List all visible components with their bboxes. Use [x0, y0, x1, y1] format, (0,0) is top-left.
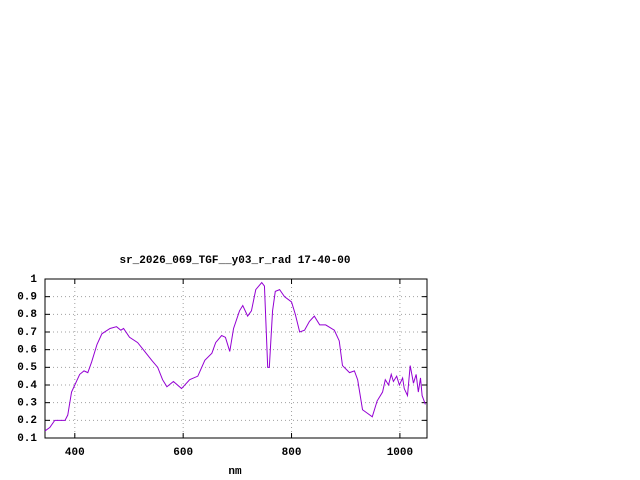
x-tick-label: 1000	[387, 447, 413, 459]
chart-title: sr_2026_069_TGF__y03_r_rad 17-40-00	[119, 255, 350, 267]
y-tick-label: 0.4	[17, 380, 37, 392]
data-line	[44, 281, 426, 432]
y-tick-label: 0.1	[17, 433, 37, 445]
y-tick-label: 0.3	[17, 398, 37, 410]
y-tick-label: 0.8	[17, 309, 37, 321]
y-tick-label: 1	[30, 274, 37, 286]
y-tick-label: 0.2	[17, 415, 37, 427]
y-tick-label: 0.5	[17, 362, 37, 374]
x-tick-label: 600	[173, 447, 193, 459]
x-tick-label: 800	[282, 447, 302, 459]
x-axis-label: nm	[228, 466, 242, 478]
y-tick-label: 0.6	[17, 345, 37, 357]
x-tick-label: 400	[65, 447, 85, 459]
y-tick-label: 0.7	[17, 327, 37, 339]
plot-frame	[44, 278, 428, 439]
y-tick-label: 0.9	[17, 292, 37, 304]
